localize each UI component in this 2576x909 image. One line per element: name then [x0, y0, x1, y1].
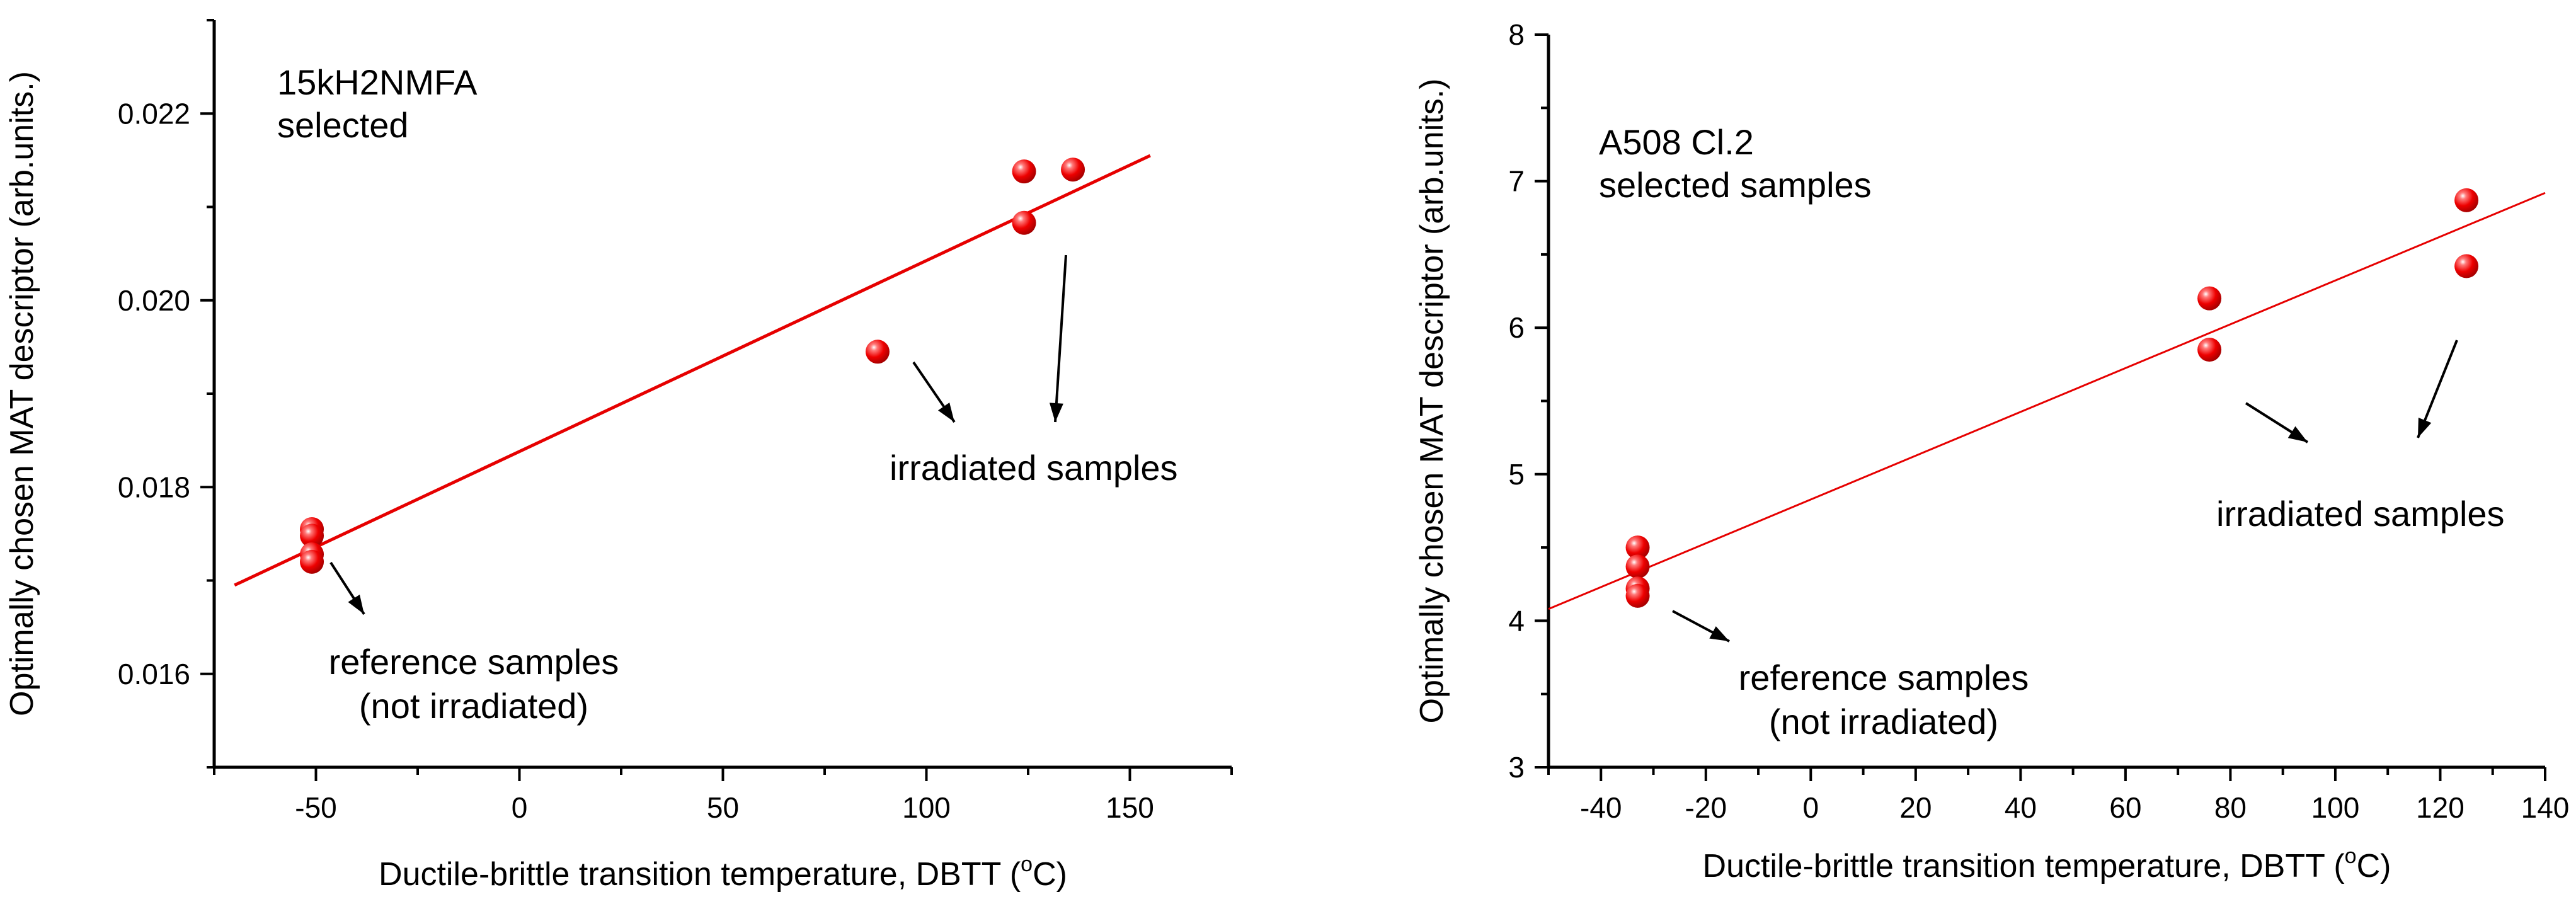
data-point-irradiated-samples	[865, 340, 890, 364]
data-point-irradiated-samples	[2454, 254, 2479, 278]
data-point-irradiated-samples	[1012, 159, 1036, 184]
data-point-irradiated-samples	[1061, 157, 1085, 182]
annotation-irradiated: irradiated samples	[890, 448, 1178, 488]
x-tick-label: 80	[2214, 791, 2247, 824]
x-tick-label: 0	[1803, 791, 1819, 824]
x-tick-label: 0	[512, 791, 528, 824]
y-tick-label: 5	[1508, 458, 1525, 491]
y-tick-label: 3	[1508, 751, 1525, 784]
y-tick-label: 0.022	[118, 97, 190, 130]
fit-line	[1548, 192, 2546, 610]
x-tick-label: 140	[2521, 791, 2570, 824]
data-point-irradiated-samples	[2197, 286, 2222, 311]
data-point-reference-samples	[1625, 535, 1650, 560]
arrow-head	[1049, 403, 1063, 422]
data-point-reference-samples	[1625, 583, 1650, 608]
arrow-head	[937, 403, 954, 422]
annotation-reference: reference samples (not irradiated)	[1739, 658, 2029, 741]
y-tick-label: 6	[1508, 311, 1525, 344]
y-tick-label: 8	[1508, 18, 1525, 51]
y-tick-label: 4	[1508, 604, 1525, 637]
x-tick-label: 60	[2109, 791, 2141, 824]
y-axis-title: Optimally chosen MAT descriptor (arb.uni…	[1414, 79, 1450, 724]
y-tick-label: 0.016	[118, 658, 190, 690]
data-point-irradiated-samples	[2454, 188, 2479, 212]
annotation-material: 15kH2NMFA selected	[277, 62, 478, 145]
x-axis-title: Ductile-brittle transition temperature, …	[1703, 844, 2391, 884]
data-point-reference-samples	[300, 549, 324, 574]
x-tick-label: -50	[295, 791, 336, 824]
x-tick-label: -20	[1685, 791, 1727, 824]
data-point-irradiated-samples	[2197, 338, 2222, 362]
y-tick-label: 7	[1508, 165, 1525, 198]
annotation-reference: reference samples (not irradiated)	[329, 642, 619, 726]
annotation-irradiated: irradiated samples	[2216, 494, 2505, 534]
y-tick-label: 0.018	[118, 471, 190, 503]
arrow-head	[1709, 626, 1729, 641]
x-tick-label: 150	[1106, 791, 1154, 824]
arrow-head	[2287, 426, 2308, 442]
y-axis-title: Optimally chosen MAT descriptor (arb.uni…	[4, 71, 40, 716]
x-tick-label: 50	[707, 791, 739, 824]
data-point-reference-samples	[300, 523, 324, 548]
y-tick-label: 0.020	[118, 284, 190, 317]
x-tick-label: 20	[1899, 791, 1932, 824]
arrow-line	[1054, 254, 1067, 423]
x-tick-label: 120	[2416, 791, 2464, 824]
data-point-reference-samples	[1625, 554, 1650, 579]
x-tick-label: 40	[2005, 791, 2037, 824]
x-tick-label: 100	[2311, 791, 2360, 824]
annotation-material: A508 Cl.2 selected samples	[1599, 122, 1872, 205]
chart-a508: -40 -20 0 20 40 60 80 100 120 140 3 4 5 6 7 8 Ductile-br…	[1414, 18, 2569, 884]
arrow-head	[348, 594, 364, 614]
chart-15kh2nmfa: -50 0 50 100 150 0.016 0.018 0.020 0.022 Ductile-…	[4, 19, 1233, 893]
x-tick-label: -40	[1580, 791, 1622, 824]
fit-line	[234, 154, 1151, 587]
data-point-irradiated-samples	[1012, 210, 1036, 235]
x-tick-label: 100	[902, 791, 951, 824]
x-axis-title: Ductile-brittle transition temperature, …	[379, 852, 1067, 893]
arrow-head	[2418, 418, 2432, 438]
